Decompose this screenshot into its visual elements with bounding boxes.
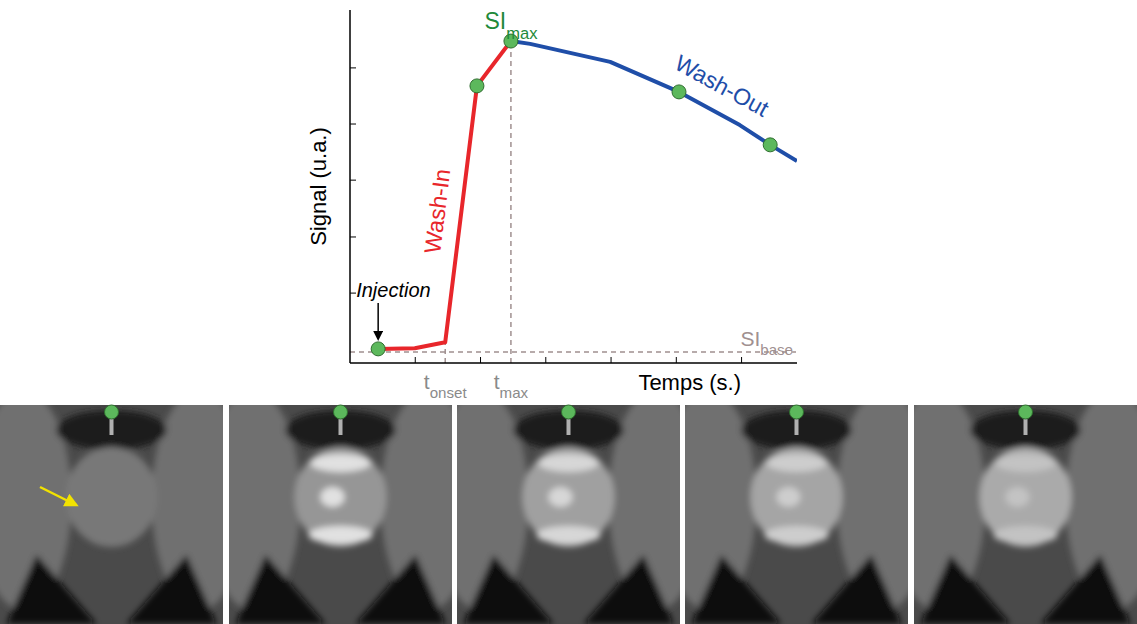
x-tick (480, 357, 481, 363)
y-tick (350, 124, 356, 125)
y-axis-title: Signal (u.a.) (306, 127, 331, 246)
time-ref (510, 41, 512, 363)
point (371, 342, 385, 356)
lesion-arrow (40, 487, 76, 505)
ref-label: tmax (494, 370, 529, 401)
prostate (523, 447, 615, 547)
dark-fat (812, 555, 902, 624)
enhancement (537, 526, 601, 544)
label-main: SI (740, 327, 760, 350)
prostate (751, 447, 843, 547)
dark-fat (127, 555, 217, 624)
tissue (229, 405, 452, 624)
enhancement (321, 487, 345, 507)
mri-frame (685, 405, 908, 624)
frame-dot (562, 405, 576, 419)
y-tick (350, 180, 356, 181)
y-axis (349, 10, 351, 363)
y-tick (350, 67, 356, 68)
ref-label: SIbase (740, 327, 793, 358)
tissue (457, 405, 680, 624)
prostate (980, 447, 1072, 547)
mri-frame (229, 405, 452, 624)
peak-label: SImax (484, 8, 538, 43)
dark-fat (356, 555, 446, 624)
enhancement (549, 487, 573, 507)
x-axis-title: Temps (s.) (638, 370, 741, 395)
frame-dot (334, 405, 348, 419)
label-sub: onset (430, 384, 468, 401)
curve (511, 41, 797, 161)
figure: SIbasetonsettmaxSignal (u.a.)Temps (s.)W… (0, 0, 1137, 624)
point (763, 138, 777, 152)
x-tick (741, 357, 742, 363)
frame-dot (790, 405, 804, 419)
enhancement (539, 454, 599, 472)
enhancement (309, 526, 373, 544)
y-tick (350, 236, 356, 237)
plot-area (371, 34, 797, 356)
x-axis (350, 362, 797, 364)
mri-frame (0, 405, 223, 624)
label-sub: max (506, 24, 538, 43)
x-tick (611, 357, 612, 363)
baseline-ref (350, 351, 797, 353)
prostate (66, 447, 158, 547)
x-tick (415, 357, 416, 363)
enhancement (996, 454, 1056, 472)
mri-frame (457, 405, 680, 624)
curve (378, 41, 511, 349)
dark-fat (464, 555, 554, 624)
frame-dot (105, 405, 119, 419)
x-tick (676, 357, 677, 363)
enhancement (994, 526, 1058, 544)
time-ref (444, 342, 446, 363)
dark-fat (1041, 555, 1131, 624)
frame-dot (1019, 405, 1033, 419)
tissue (685, 405, 908, 624)
enhancement (767, 454, 827, 472)
label-sub: base (760, 341, 793, 358)
curve-label: Wash-In (419, 167, 455, 254)
dark-fat (692, 555, 782, 624)
curve-label: Wash-Out (671, 50, 774, 122)
point (470, 79, 484, 93)
y-tick (350, 293, 356, 294)
dark-fat (921, 555, 1011, 624)
label-sub: max (500, 384, 529, 401)
prostate (295, 447, 387, 547)
tissue (0, 405, 223, 624)
tissue (914, 405, 1137, 624)
label-main: SI (484, 8, 506, 34)
mri-frame (914, 405, 1137, 624)
ref-label: tonset (424, 370, 468, 401)
injection-arrow (377, 303, 379, 339)
dark-fat (236, 555, 326, 624)
annotation: Injection (356, 279, 431, 301)
enhancement (777, 487, 801, 507)
dark-fat (584, 555, 674, 624)
enhancement (1006, 487, 1030, 507)
dark-fat (7, 555, 97, 624)
x-tick (545, 357, 546, 363)
enhancement (311, 454, 371, 472)
enhancement (765, 526, 829, 544)
point (672, 85, 686, 99)
